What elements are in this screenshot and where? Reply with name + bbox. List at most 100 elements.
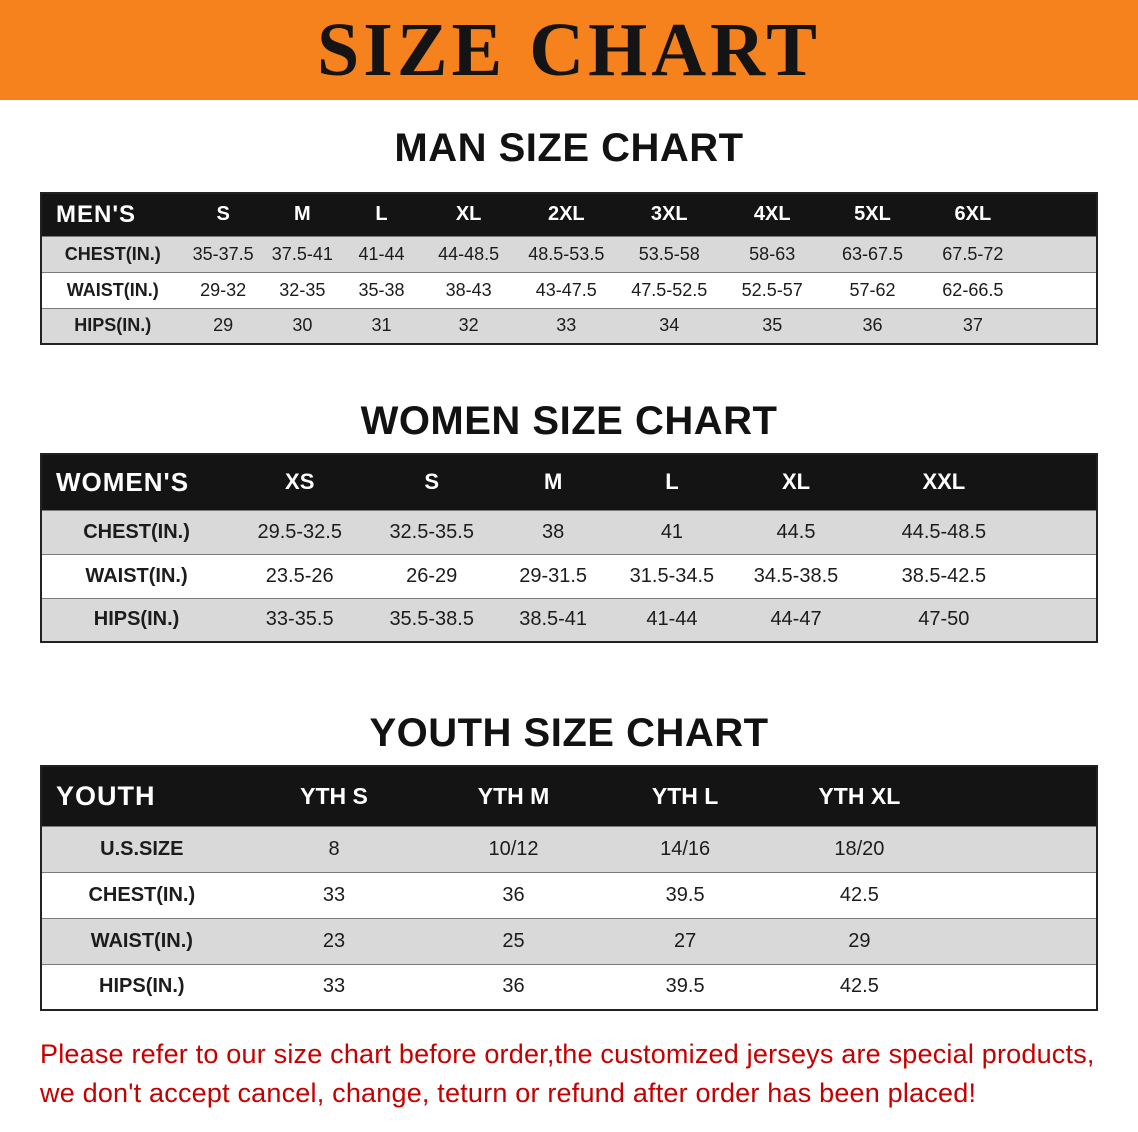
table-row: HIPS(IN.) 33 36 39.5 42.5 <box>41 963 1097 1010</box>
size-cell: 10/12 <box>426 825 601 872</box>
size-cell: 38-43 <box>421 271 517 308</box>
table-row: HIPS(IN.) 33-35.5 35.5-38.5 38.5-41 41-4… <box>41 597 1097 642</box>
spacer-cell <box>949 871 1097 918</box>
youth-size-table: YOUTH YTH S YTH M YTH L YTH XL U.S.SIZE … <box>40 765 1098 1011</box>
size-cell: 33 <box>241 871 427 918</box>
size-cell: 35 <box>722 307 823 344</box>
column-header: L <box>611 454 733 510</box>
size-cell: 36 <box>426 871 601 918</box>
column-header: XL <box>421 193 517 236</box>
size-cell: 44-48.5 <box>421 235 517 272</box>
table-row: CHEST(IN.) 33 36 39.5 42.5 <box>41 871 1097 918</box>
table-row: U.S.SIZE 8 10/12 14/16 18/20 <box>41 825 1097 872</box>
men-size-table: MEN'S S M L XL 2XL 3XL 4XL 5XL 6XL CHEST… <box>40 192 1098 345</box>
size-cell: 32-35 <box>262 271 342 308</box>
size-cell: 35-38 <box>341 271 422 308</box>
column-header: 4XL <box>722 193 823 236</box>
size-cell: 26-29 <box>368 553 496 598</box>
size-cell: 29-32 <box>183 271 263 308</box>
men-header-row: MEN'S S M L XL 2XL 3XL 4XL 5XL 6XL <box>41 193 1097 236</box>
size-cell: 18/20 <box>769 825 950 872</box>
spacer-cell <box>949 825 1097 872</box>
size-cell: 53.5-58 <box>616 235 723 272</box>
column-header: 3XL <box>616 193 723 236</box>
size-cell: 35-37.5 <box>183 235 263 272</box>
spacer-cell <box>949 766 1097 826</box>
size-cell: 48.5-53.5 <box>516 235 617 272</box>
size-cell: 44-47 <box>732 597 860 642</box>
size-cell: 23 <box>241 917 427 964</box>
youth-section-heading: YOUTH SIZE CHART <box>369 711 769 755</box>
spacer-cell <box>1022 271 1097 308</box>
women-size-table: WOMEN'S XS S M L XL XXL CHEST(IN.) 29.5-… <box>40 453 1098 643</box>
column-header: YTH S <box>241 766 427 826</box>
size-cell: 57-62 <box>822 271 923 308</box>
women-section: WOMEN SIZE CHART WOMEN'S XS S M L XL XXL <box>0 399 1138 643</box>
spacer-cell <box>1022 235 1097 272</box>
banner-title: SIZE CHART <box>316 8 821 92</box>
women-table-title: WOMEN'S <box>41 454 232 510</box>
disclaimer-line-2: we don't accept cancel, change, teturn o… <box>40 1078 977 1109</box>
size-cell: 39.5 <box>600 871 770 918</box>
table-row: CHEST(IN.) 29.5-32.5 32.5-35.5 38 41 44.… <box>41 509 1097 554</box>
size-cell: 44.5 <box>732 509 860 554</box>
size-cell: 38 <box>495 509 612 554</box>
column-header: S <box>183 193 263 236</box>
women-section-heading: WOMEN SIZE CHART <box>360 399 778 443</box>
disclaimer: Please refer to our size chart before or… <box>40 1035 1120 1113</box>
column-header: L <box>341 193 422 236</box>
size-cell: 14/16 <box>600 825 770 872</box>
column-header: 6XL <box>922 193 1023 236</box>
column-header: XS <box>231 454 369 510</box>
size-cell: 44.5-48.5 <box>859 509 1029 554</box>
column-header: YTH M <box>426 766 601 826</box>
size-cell: 41 <box>611 509 733 554</box>
size-cell: 47.5-52.5 <box>616 271 723 308</box>
column-header: M <box>495 454 612 510</box>
size-cell: 52.5-57 <box>722 271 823 308</box>
row-label: CHEST(IN.) <box>41 509 232 554</box>
row-label: WAIST(IN.) <box>41 271 184 308</box>
column-header: YTH L <box>600 766 770 826</box>
size-cell: 42.5 <box>769 963 950 1010</box>
size-cell: 41-44 <box>611 597 733 642</box>
size-cell: 23.5-26 <box>231 553 369 598</box>
column-header: S <box>368 454 496 510</box>
column-header: XXL <box>859 454 1029 510</box>
row-label: HIPS(IN.) <box>41 963 242 1010</box>
size-cell: 47-50 <box>859 597 1029 642</box>
table-row: HIPS(IN.) 29 30 31 32 33 34 35 36 37 <box>41 307 1097 344</box>
size-cell: 42.5 <box>769 871 950 918</box>
size-cell: 29 <box>183 307 263 344</box>
banner: SIZE CHART <box>0 0 1138 100</box>
size-cell: 33-35.5 <box>231 597 369 642</box>
disclaimer-line-1: Please refer to our size chart before or… <box>40 1039 1095 1069</box>
spacer-cell <box>1022 307 1097 344</box>
table-row: CHEST(IN.) 35-37.5 37.5-41 41-44 44-48.5… <box>41 235 1097 272</box>
row-label: CHEST(IN.) <box>41 871 242 918</box>
spacer-cell <box>1022 193 1097 236</box>
size-cell: 33 <box>241 963 427 1010</box>
size-cell: 38.5-41 <box>495 597 612 642</box>
youth-section: YOUTH SIZE CHART YOUTH YTH S YTH M YTH L… <box>0 711 1138 1011</box>
column-header: M <box>262 193 342 236</box>
men-section-heading: MAN SIZE CHART <box>394 126 744 170</box>
row-label: HIPS(IN.) <box>41 307 184 344</box>
table-row: WAIST(IN.) 29-32 32-35 35-38 38-43 43-47… <box>41 271 1097 308</box>
size-cell: 43-47.5 <box>516 271 617 308</box>
column-header: YTH XL <box>769 766 950 826</box>
size-cell: 25 <box>426 917 601 964</box>
size-cell: 33 <box>516 307 617 344</box>
spacer-cell <box>1028 454 1097 510</box>
size-cell: 62-66.5 <box>922 271 1023 308</box>
table-row: WAIST(IN.) 23 25 27 29 <box>41 917 1097 964</box>
spacer-cell <box>949 917 1097 964</box>
youth-header-row: YOUTH YTH S YTH M YTH L YTH XL <box>41 766 1097 826</box>
size-cell: 30 <box>262 307 342 344</box>
column-header: 2XL <box>516 193 617 236</box>
size-cell: 8 <box>241 825 427 872</box>
size-cell: 31 <box>341 307 422 344</box>
men-section: MAN SIZE CHART MEN'S S M L XL 2XL 3XL 4X… <box>0 126 1138 345</box>
size-cell: 31.5-34.5 <box>611 553 733 598</box>
